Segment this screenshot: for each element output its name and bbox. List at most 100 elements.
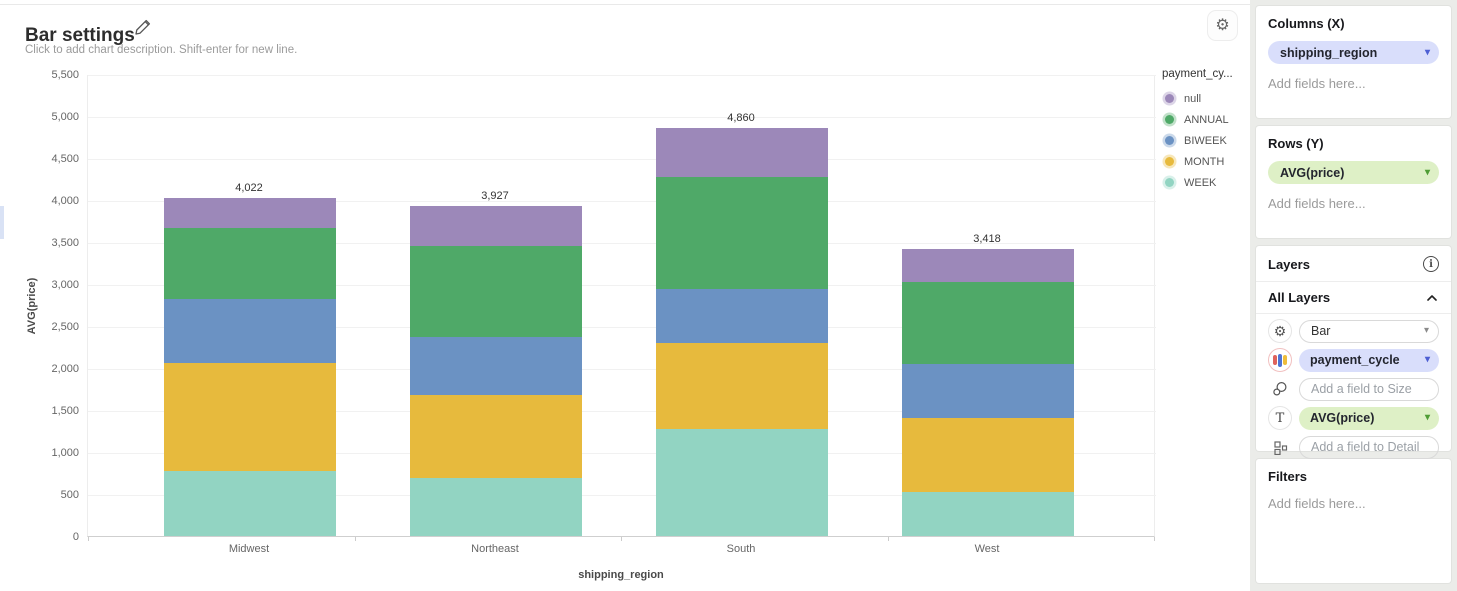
dropdown-caret-icon: ▾: [1424, 46, 1430, 58]
legend-item-biweek[interactable]: BIWEEK: [1162, 130, 1229, 151]
legend-item-annual[interactable]: ANNUAL: [1162, 109, 1229, 130]
size-field-placeholder: Add a field to Size: [1311, 382, 1412, 396]
y-axis-tick-label: 4,500: [51, 153, 79, 165]
bar-segment-biweek[interactable]: [902, 363, 1074, 418]
column-field-pill[interactable]: shipping_region ▾: [1268, 41, 1439, 64]
columns-add-field-target[interactable]: Add fields here...: [1268, 76, 1366, 91]
size-field-input[interactable]: Add a field to Size: [1299, 377, 1439, 401]
x-axis-tick-label: West: [974, 543, 1000, 555]
layer-text-row: T AVG(price) ▾: [1268, 406, 1439, 430]
bar-segment-week[interactable]: [164, 471, 336, 536]
bar-segment-annual[interactable]: [410, 246, 582, 337]
bar-segment-biweek[interactable]: [410, 336, 582, 395]
chart-card: Bar settings Click to add chart descript…: [0, 4, 1250, 581]
bar-segment-null[interactable]: [164, 198, 336, 228]
chart-description-placeholder[interactable]: Click to add chart description. Shift-en…: [25, 44, 298, 56]
rows-section: Rows (Y) AVG(price) ▾ Add fields here...: [1256, 126, 1451, 238]
layers-header: Layers i: [1256, 256, 1451, 282]
bar-total-label: 3,927: [481, 190, 509, 203]
bar-segment-annual[interactable]: [164, 227, 336, 300]
bar-segment-week[interactable]: [656, 429, 828, 536]
y-axis-tick-label: 4,000: [51, 195, 79, 207]
plot-area: [87, 75, 1156, 541]
detail-encoding-icon: [1268, 435, 1292, 459]
rows-title: Rows (Y): [1268, 136, 1324, 151]
bar-segment-annual[interactable]: [656, 177, 828, 290]
color-bar-yellow: [1283, 355, 1287, 365]
legend-item-week[interactable]: WEEK: [1162, 172, 1229, 193]
gridline: [88, 201, 1156, 202]
info-icon[interactable]: i: [1423, 256, 1439, 272]
filters-add-field-target[interactable]: Add fields here...: [1268, 496, 1366, 511]
legend-title: payment_cy...: [1162, 68, 1233, 80]
detail-field-input[interactable]: Add a field to Detail: [1299, 435, 1439, 459]
bar-total-label: 3,418: [973, 232, 1001, 245]
bar-segment-annual[interactable]: [902, 281, 1074, 364]
filters-section: Filters Add fields here...: [1256, 459, 1451, 583]
color-field-pill[interactable]: payment_cycle ▾: [1299, 348, 1439, 372]
text-encoding-icon: T: [1268, 406, 1292, 430]
legend-item-null[interactable]: null: [1162, 88, 1229, 109]
bar-segment-month[interactable]: [656, 342, 828, 430]
bar-segment-biweek[interactable]: [164, 299, 336, 364]
all-layers-toggle[interactable]: All Layers: [1256, 282, 1451, 314]
gridline: [88, 159, 1156, 160]
legend-item-month[interactable]: MONTH: [1162, 151, 1229, 172]
layer-detail-row: Add a field to Detail: [1268, 435, 1439, 459]
bar-segment-biweek[interactable]: [656, 289, 828, 343]
layer-type-select[interactable]: Bar ▾: [1299, 319, 1439, 343]
filters-title: Filters: [1268, 469, 1308, 484]
legend-swatch-icon: [1165, 178, 1174, 187]
y-axis-tick-label: 3,000: [51, 279, 79, 291]
bar-segment-month[interactable]: [410, 394, 582, 479]
gridline: [88, 243, 1156, 244]
x-axis-tick-mark: [888, 537, 889, 541]
bar-segment-week[interactable]: [902, 491, 1074, 536]
y-axis-tick-label: 5,000: [51, 111, 79, 123]
chart-settings-button[interactable]: ⚙: [1207, 10, 1238, 41]
x-axis-tick-mark: [355, 537, 356, 541]
chart-title: Bar settings: [25, 24, 135, 46]
dropdown-caret-icon: ▾: [1424, 166, 1430, 178]
color-bar-red: [1273, 355, 1277, 365]
row-field-pill[interactable]: AVG(price) ▾: [1268, 161, 1439, 184]
layer-color-row: payment_cycle ▾: [1268, 348, 1439, 372]
layer-size-row: Add a field to Size: [1268, 377, 1439, 401]
gear-icon: ⚙: [1273, 323, 1287, 339]
layer-type-value: Bar: [1311, 324, 1331, 338]
gridline: [88, 117, 1156, 118]
edit-title-button[interactable]: [133, 17, 153, 37]
x-axis-title: shipping_region: [578, 569, 664, 581]
x-axis-tick-mark: [88, 537, 89, 541]
legend-label: null: [1184, 92, 1202, 105]
legend-label: MONTH: [1184, 155, 1225, 168]
gridline: [88, 369, 1156, 370]
chevron-up-icon: [1427, 294, 1437, 301]
bar-total-label: 4,860: [727, 111, 755, 124]
column-field-label: shipping_region: [1280, 45, 1378, 60]
color-bar-blue: [1278, 353, 1282, 367]
legend-swatch-icon: [1165, 115, 1174, 124]
dropdown-caret-icon: ▾: [1424, 354, 1430, 365]
y-axis-tick-label: 2,500: [51, 321, 79, 333]
layer-type-row: ⚙ Bar ▾: [1268, 319, 1439, 343]
legend-label: ANNUAL: [1184, 113, 1229, 126]
color-encoding-icon: [1268, 348, 1292, 372]
bar-segment-week[interactable]: [410, 478, 582, 536]
text-field-pill[interactable]: AVG(price) ▾: [1299, 406, 1439, 430]
bar-segment-null[interactable]: [410, 206, 582, 247]
rows-add-field-target[interactable]: Add fields here...: [1268, 196, 1366, 211]
legend-label: BIWEEK: [1184, 134, 1227, 147]
bar-segment-month[interactable]: [902, 417, 1074, 492]
legend-swatch-icon: [1165, 157, 1174, 166]
bar-segment-null[interactable]: [656, 127, 828, 178]
legend-swatch-icon: [1165, 94, 1174, 103]
left-scroll-indicator: [0, 206, 4, 239]
size-encoding-icon: [1268, 377, 1292, 401]
bar-segment-null[interactable]: [902, 248, 1074, 282]
layer-settings-icon-button[interactable]: ⚙: [1268, 319, 1292, 343]
bar-segment-month[interactable]: [164, 363, 336, 472]
y-axis-tick-label: 500: [60, 489, 79, 501]
legend-label: WEEK: [1184, 176, 1217, 189]
layers-section: Layers i All Layers ⚙ Bar ▾: [1256, 246, 1451, 459]
